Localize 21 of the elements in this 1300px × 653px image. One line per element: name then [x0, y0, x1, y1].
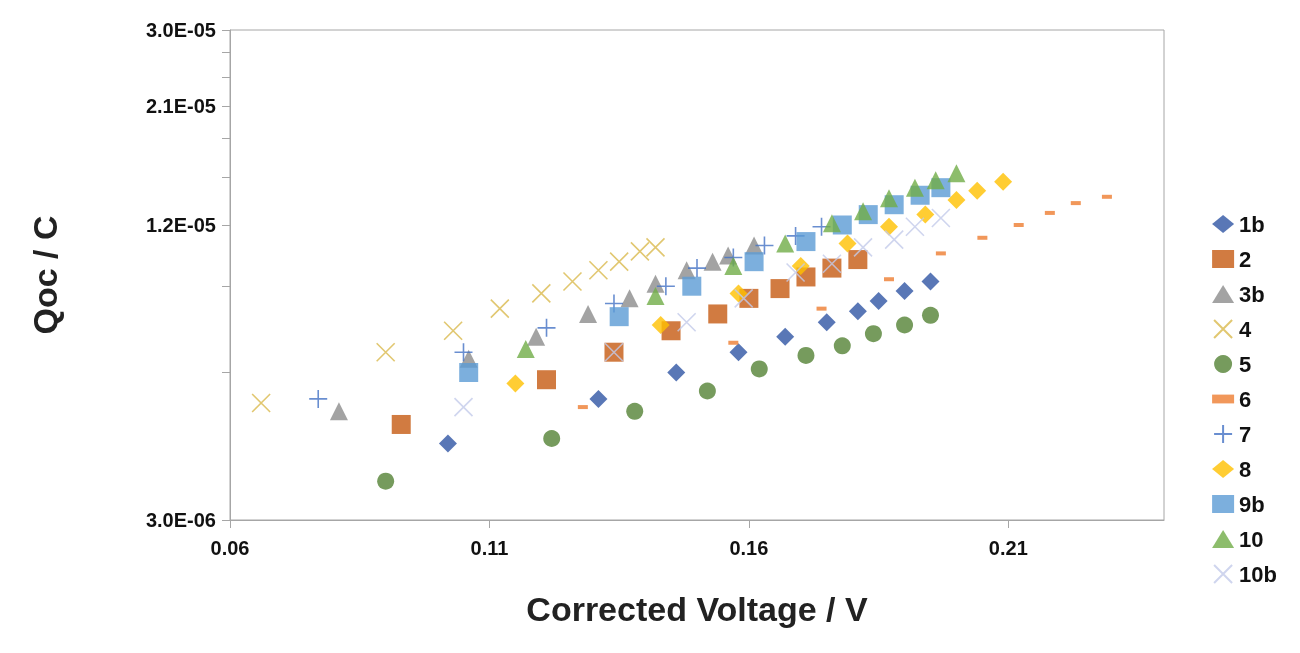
y-tick-label: 3.0E-06 [145, 509, 216, 531]
y-tick-label: 1.2E-05 [145, 213, 216, 236]
x-tick-label: 0.11 [470, 537, 509, 559]
legend-label: 1b [1239, 211, 1265, 237]
y-tick-label: 3.0E-05 [145, 19, 216, 41]
legend-label: 2 [1239, 246, 1252, 272]
legend-label: 9b [1239, 491, 1265, 517]
x-tick-label: 0.06 [210, 537, 250, 559]
legend-label: 10b [1239, 561, 1278, 587]
legend-label: 3b [1239, 281, 1265, 307]
legend-label: 7 [1239, 421, 1252, 447]
y-axis-title: Qoc / C [26, 215, 64, 335]
legend-label: 10 [1239, 526, 1264, 552]
legend-label: 4 [1239, 316, 1253, 342]
legend-label: 8 [1239, 456, 1252, 482]
x-axis-title: Corrected Voltage / V [526, 590, 868, 628]
y-tick-label: 2.1E-05 [145, 94, 216, 117]
legend-label: 5 [1239, 351, 1252, 377]
x-tick-label: 0.16 [729, 537, 769, 559]
x-tick-label: 0.21 [988, 537, 1028, 559]
legend-label: 6 [1239, 386, 1252, 412]
